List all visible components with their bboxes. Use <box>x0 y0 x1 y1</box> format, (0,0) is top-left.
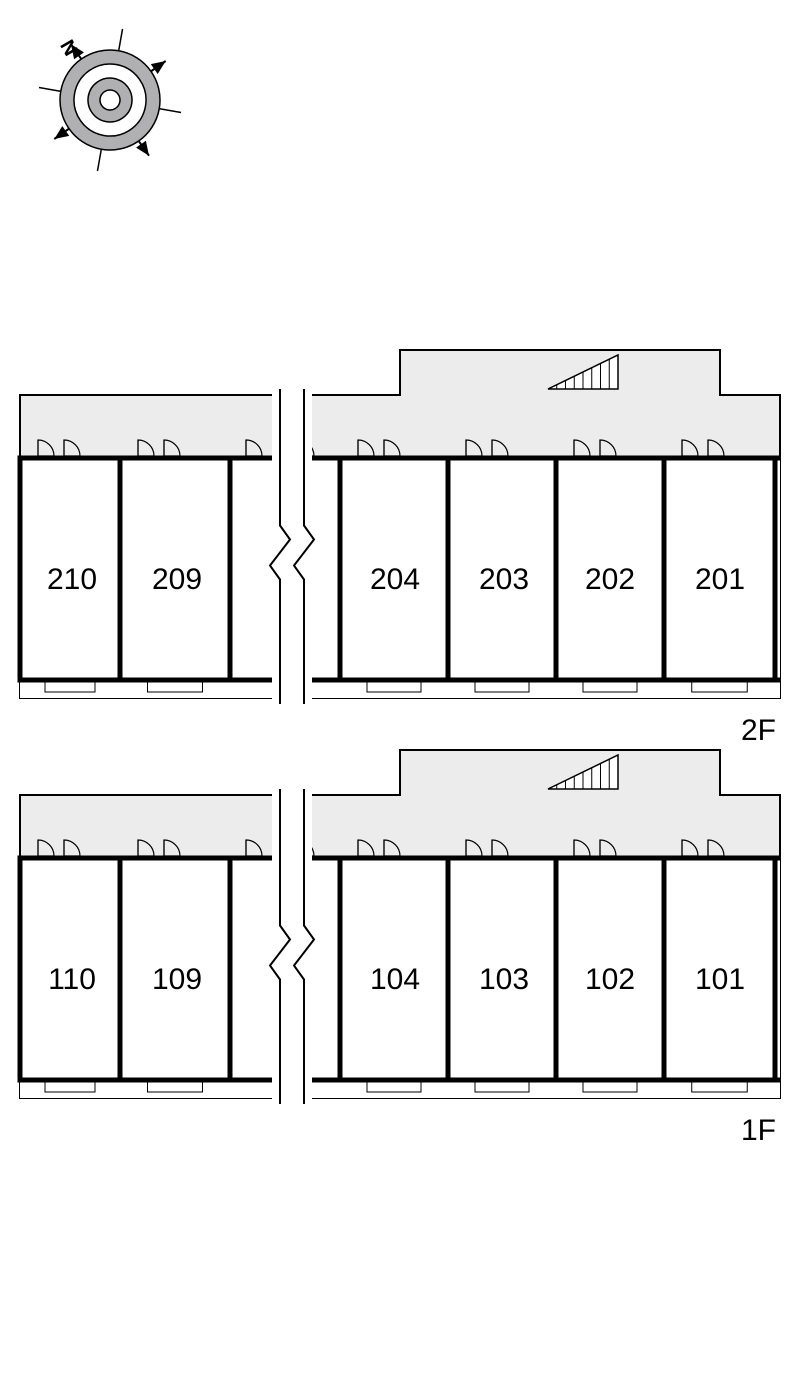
room-label-209: 209 <box>152 563 202 596</box>
floor-1F: 110 109 104 103 102 101 1F <box>20 750 780 1147</box>
room-label-210: 210 <box>47 563 97 596</box>
floor-label-2F: 2F <box>741 714 776 747</box>
compass-icon: N <box>15 5 204 194</box>
room-label-102: 102 <box>585 963 635 996</box>
room-label-109: 109 <box>152 963 202 996</box>
room-label-202: 202 <box>585 563 635 596</box>
room-label-101: 101 <box>695 963 745 996</box>
room-label-104: 104 <box>370 963 420 996</box>
room-label-103: 103 <box>479 963 529 996</box>
floorplan-diagram: N2102092042032022012F1101091041031021011… <box>0 0 800 1373</box>
room-label-110: 110 <box>48 963 96 996</box>
room-label-203: 203 <box>479 563 529 596</box>
floor-2F: 210 209 204 203 202 201 2F <box>20 350 780 747</box>
floor-label-1F: 1F <box>741 1114 776 1147</box>
room-label-204: 204 <box>370 563 420 596</box>
room-label-201: 201 <box>695 563 745 596</box>
